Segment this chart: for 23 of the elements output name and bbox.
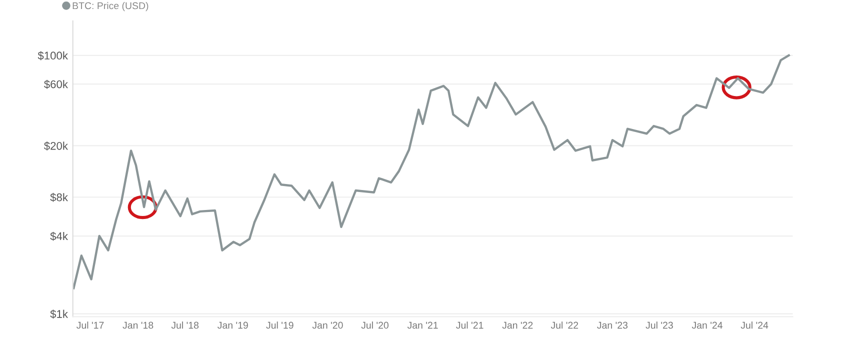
x-tick-label: Jul '24 — [740, 322, 768, 329]
y-tick-label: $8k — [50, 192, 68, 202]
y-tick-label: $60k — [44, 80, 68, 89]
x-tick-label: Jan '20 — [312, 322, 343, 329]
x-tick-label: Jul '22 — [550, 322, 578, 329]
x-tick-label: Jan '18 — [122, 322, 154, 329]
x-tick-label: Jan '19 — [218, 322, 248, 329]
x-tick-label: Jul '23 — [646, 322, 673, 329]
y-tick-label: $100k — [38, 51, 68, 60]
y-tick-label: $4k — [50, 232, 68, 241]
y-tick-label: $20k — [44, 142, 68, 151]
x-tick-label: Jul '21 — [456, 322, 484, 329]
line-series — [72, 54, 790, 290]
x-tick-label: Jan '24 — [692, 322, 722, 329]
x-tick-label: Jul '18 — [171, 322, 199, 329]
x-tick-label: Jul '20 — [361, 322, 388, 329]
y-tick-label: $1k — [50, 310, 68, 319]
x-tick-label: Jan '23 — [597, 322, 628, 329]
x-tick-label: Jan '22 — [502, 322, 533, 329]
x-tick-label: Jul '19 — [266, 322, 294, 329]
legend-label: BTC: Price (USD) — [72, 2, 148, 12]
x-tick-label: Jul '17 — [76, 322, 104, 329]
x-tick-label: Jan '21 — [407, 322, 438, 329]
